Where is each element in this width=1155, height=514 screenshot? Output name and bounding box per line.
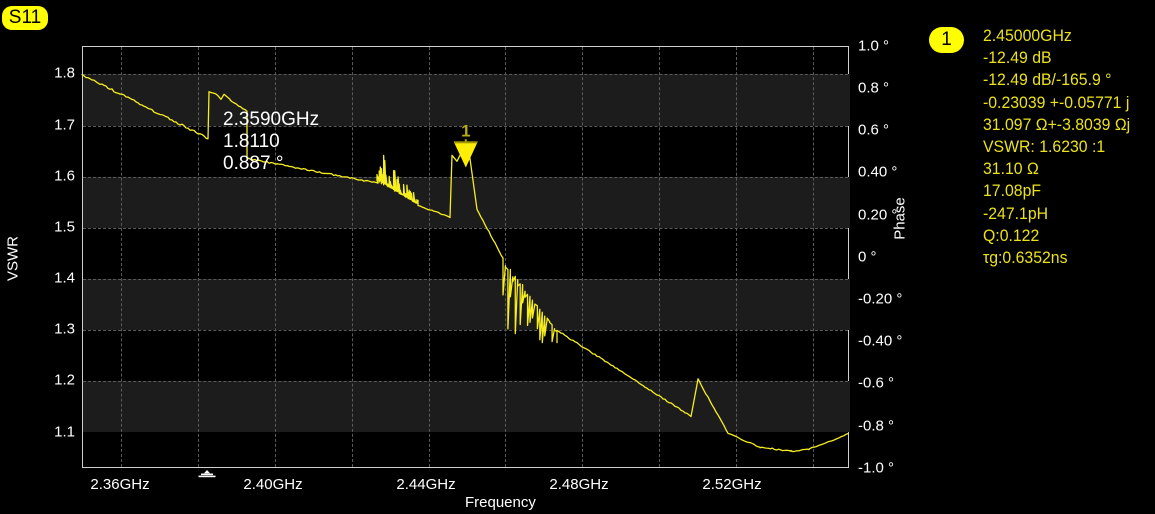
svg-text:1: 1 [461, 121, 470, 140]
